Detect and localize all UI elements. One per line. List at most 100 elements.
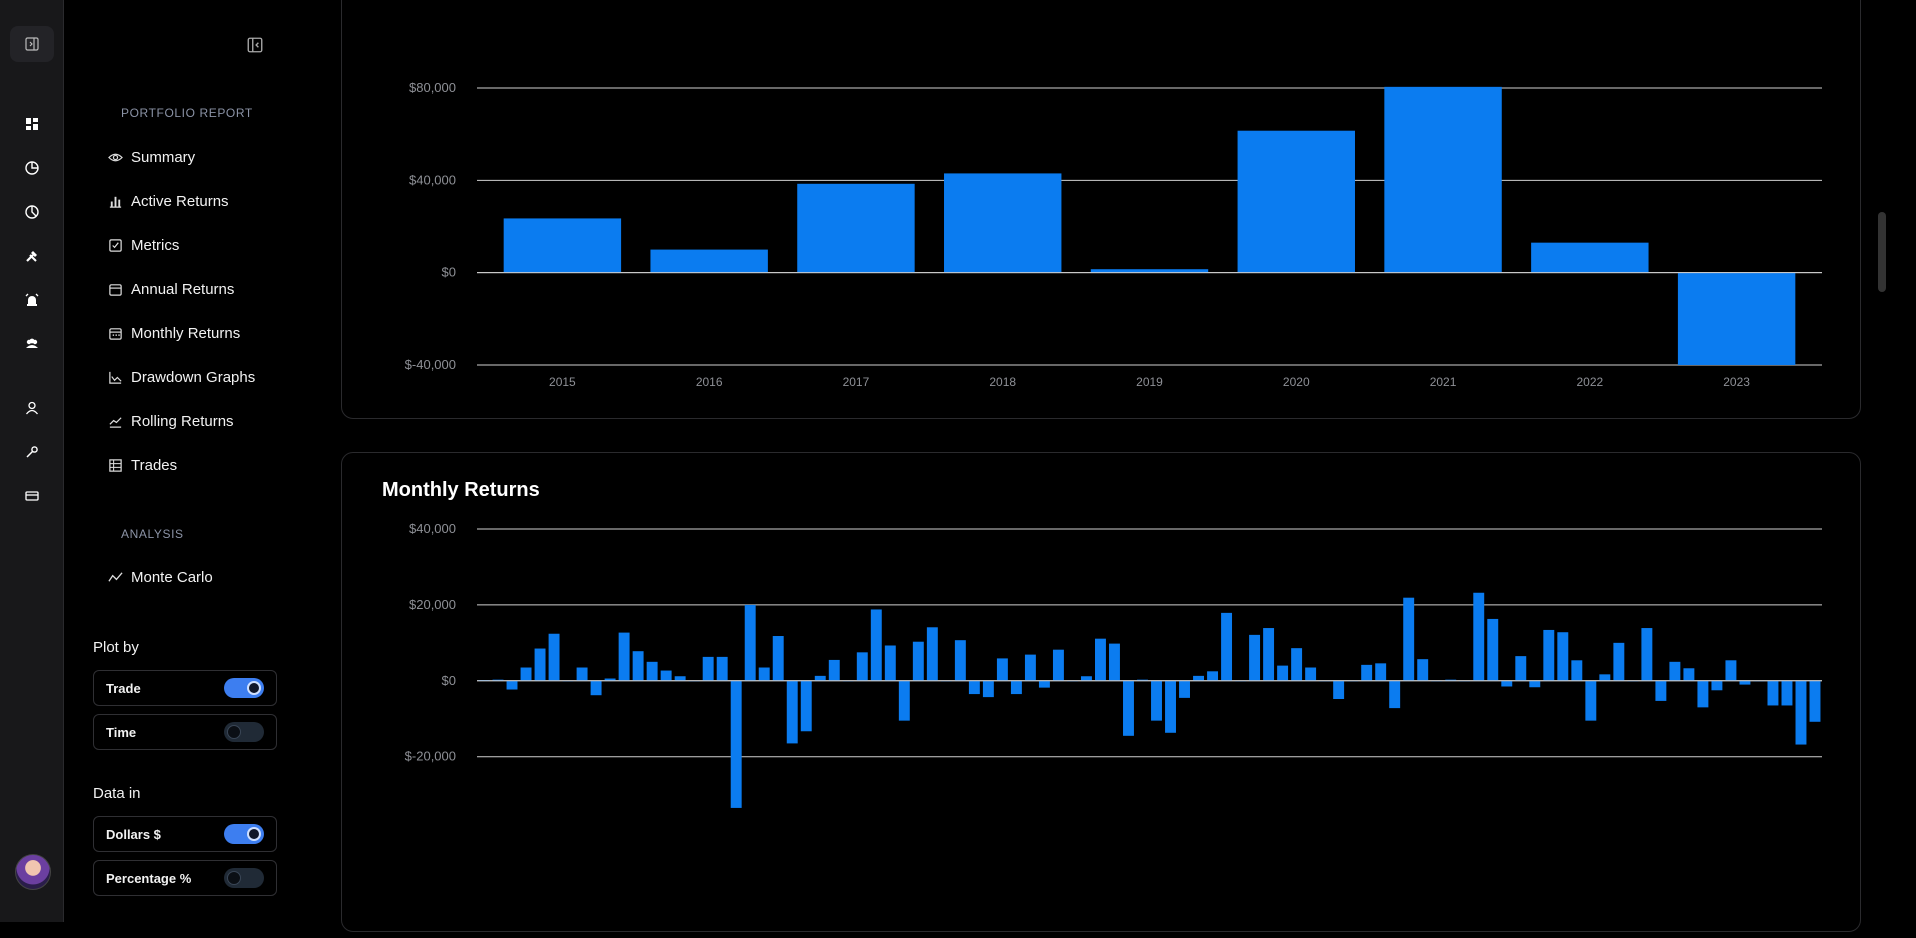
bar[interactable] [1090, 269, 1209, 273]
bar[interactable] [772, 636, 784, 681]
bar[interactable] [1767, 680, 1779, 706]
bar[interactable] [1531, 242, 1649, 273]
bar[interactable] [828, 659, 840, 681]
sidebar-item-drawdown-graphs[interactable]: Drawdown Graphs [108, 363, 255, 391]
bar[interactable] [1249, 634, 1261, 681]
nav-community[interactable] [10, 326, 54, 362]
bar[interactable] [1571, 660, 1583, 681]
bar[interactable] [1291, 648, 1303, 681]
bar[interactable] [800, 680, 812, 732]
bar[interactable] [1305, 667, 1317, 681]
bar[interactable] [716, 656, 728, 681]
bar[interactable] [1052, 649, 1064, 681]
bar[interactable] [954, 640, 966, 681]
bar[interactable] [1207, 671, 1219, 681]
plot-by-trade-toggle[interactable] [224, 678, 264, 698]
bar[interactable] [1333, 680, 1345, 700]
bar[interactable] [1655, 680, 1667, 701]
bar[interactable] [1151, 680, 1162, 721]
bar[interactable] [520, 667, 532, 681]
bar[interactable] [1010, 680, 1022, 695]
bar[interactable] [590, 680, 602, 696]
bar[interactable] [1361, 664, 1373, 681]
plot-by-time-toggle[interactable] [224, 722, 264, 742]
bar[interactable] [1543, 629, 1555, 681]
bar[interactable] [650, 249, 768, 273]
bar[interactable] [1585, 680, 1597, 721]
bar[interactable] [758, 667, 770, 681]
bar[interactable] [1725, 660, 1737, 681]
bar[interactable] [506, 680, 518, 690]
bar[interactable] [730, 680, 742, 808]
bar[interactable] [503, 218, 622, 273]
bar[interactable] [1384, 86, 1502, 273]
bar[interactable] [898, 680, 910, 721]
bar[interactable] [548, 633, 560, 681]
bar[interactable] [1711, 680, 1723, 691]
bar[interactable] [1613, 642, 1625, 681]
nav-tools[interactable] [10, 238, 54, 274]
bar[interactable] [744, 604, 756, 681]
bar[interactable] [1137, 679, 1148, 681]
bar[interactable] [632, 651, 644, 681]
avatar[interactable] [15, 854, 51, 890]
bar[interactable] [797, 183, 915, 273]
bar[interactable] [1389, 680, 1401, 709]
bar[interactable] [1417, 659, 1429, 681]
bar[interactable] [944, 173, 1062, 273]
bar[interactable] [982, 680, 994, 698]
bar[interactable] [1375, 663, 1387, 681]
percentage-toggle[interactable] [224, 868, 264, 888]
bar[interactable] [1487, 618, 1499, 681]
bar[interactable] [604, 678, 616, 681]
bar[interactable] [1277, 665, 1289, 681]
bar[interactable] [534, 648, 546, 681]
bar[interactable] [1781, 680, 1793, 706]
bar[interactable] [646, 661, 658, 681]
bar[interactable] [1641, 628, 1653, 681]
bar[interactable] [660, 670, 672, 681]
bar[interactable] [1501, 680, 1513, 687]
sidebar-item-summary[interactable]: Summary [108, 143, 195, 171]
bar[interactable] [1557, 632, 1569, 681]
bar[interactable] [1697, 680, 1709, 708]
nav-portfolio[interactable] [10, 150, 54, 186]
bar[interactable] [576, 667, 588, 681]
bar[interactable] [1109, 643, 1120, 681]
bar[interactable] [1445, 679, 1457, 681]
bar[interactable] [1599, 674, 1611, 681]
bar[interactable] [1123, 680, 1134, 736]
bar[interactable] [1683, 668, 1695, 681]
sidebar-item-trades[interactable]: Trades [108, 451, 177, 479]
sidebar-item-annual-returns[interactable]: Annual Returns [108, 275, 234, 303]
bar[interactable] [618, 632, 630, 681]
nav-settings[interactable] [10, 434, 54, 470]
bar[interactable] [1795, 680, 1807, 745]
sidebar-item-active-returns[interactable]: Active Returns [108, 187, 229, 215]
dollars-toggle[interactable] [224, 824, 264, 844]
bar[interactable] [786, 680, 798, 744]
bar[interactable] [1669, 661, 1681, 681]
bar[interactable] [1739, 680, 1751, 685]
bar[interactable] [674, 676, 686, 681]
bar[interactable] [1080, 676, 1092, 681]
nav-dashboard[interactable] [10, 106, 54, 142]
bar[interactable] [1677, 272, 1796, 365]
sidebar-item-rolling-returns[interactable]: Rolling Returns [108, 407, 234, 435]
bar[interactable] [1024, 654, 1036, 681]
collapse-sidebar-icon[interactable] [246, 36, 264, 54]
bar[interactable] [492, 679, 504, 681]
bar[interactable] [870, 609, 882, 681]
bar[interactable] [1237, 130, 1355, 273]
bar[interactable] [702, 656, 714, 681]
sidebar-item-monthly-returns[interactable]: Monthly Returns [108, 319, 240, 347]
expand-panel-button[interactable] [10, 26, 54, 62]
bar[interactable] [968, 680, 980, 695]
nav-billing[interactable] [10, 478, 54, 514]
bar[interactable] [1038, 680, 1050, 688]
bar[interactable] [1179, 680, 1190, 698]
sidebar-item-metrics[interactable]: Metrics [108, 231, 179, 259]
bar[interactable] [926, 627, 938, 681]
bar[interactable] [814, 675, 826, 681]
bar[interactable] [856, 652, 868, 681]
